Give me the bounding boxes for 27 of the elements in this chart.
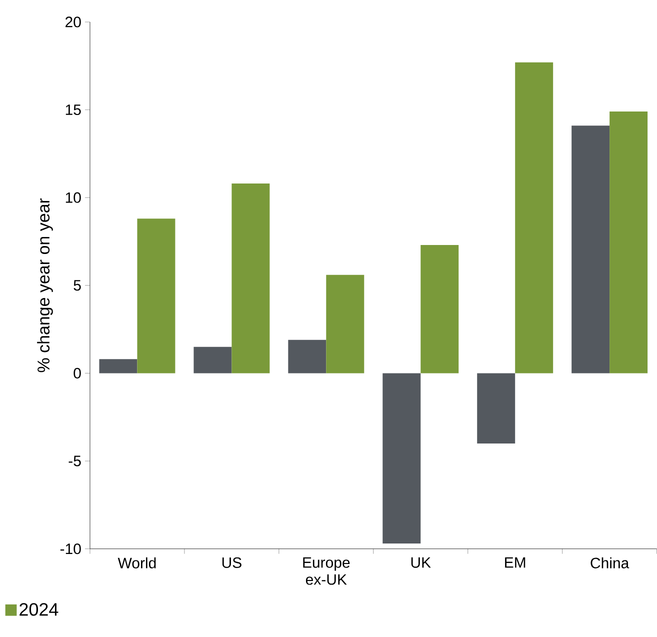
bar xyxy=(610,112,648,374)
bar xyxy=(572,126,610,374)
bar xyxy=(99,359,138,374)
y-tick-label: 20 xyxy=(66,16,81,28)
y-tick-label: 15 xyxy=(66,104,81,116)
y-tick-label: 0 xyxy=(74,368,81,379)
bar xyxy=(326,274,364,374)
x-tick-label: UK xyxy=(411,557,431,568)
bar xyxy=(194,346,232,374)
y-axis-title: % change year on year xyxy=(37,198,53,372)
y-tick-label: -5 xyxy=(68,456,81,466)
bar xyxy=(420,245,459,374)
y-tick-label: 10 xyxy=(66,192,81,203)
bar xyxy=(477,373,516,444)
bar xyxy=(137,218,176,374)
legend-label: 2024 xyxy=(20,603,58,616)
y-tick-label: -10 xyxy=(60,544,81,554)
x-tick-label: World xyxy=(118,557,156,568)
x-tick-label: EM xyxy=(505,557,526,568)
bar xyxy=(515,62,554,374)
y-tick-label: 5 xyxy=(74,280,81,291)
bar xyxy=(288,340,326,374)
x-tick-label: Europe ex-UK xyxy=(303,557,350,585)
bar xyxy=(232,184,270,374)
x-tick-label: US xyxy=(222,557,242,568)
x-tick-label: China xyxy=(590,557,630,568)
bar xyxy=(382,373,421,544)
